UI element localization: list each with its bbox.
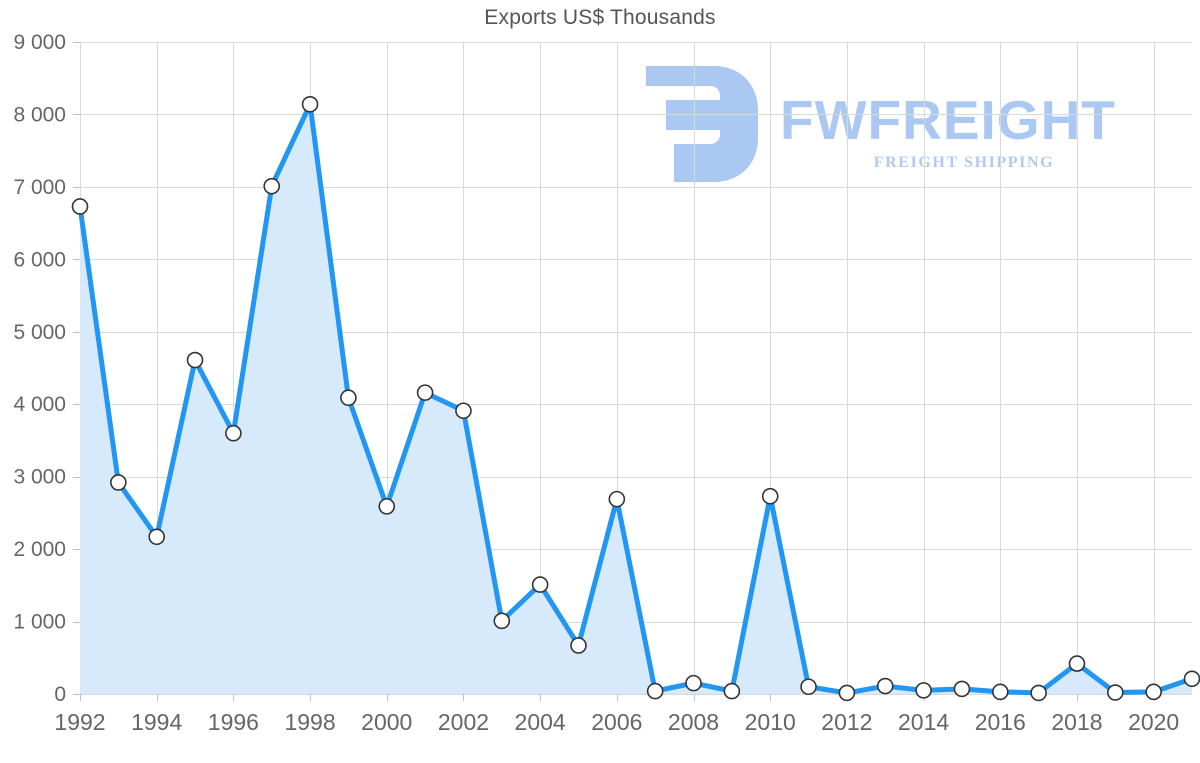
- y-axis-tick-label: 3 000: [13, 466, 66, 489]
- data-point-marker[interactable]: [225, 424, 242, 442]
- x-axis-tick-label: 2020: [1128, 709, 1179, 735]
- data-point-marker[interactable]: [1183, 670, 1200, 688]
- data-point-marker[interactable]: [493, 612, 511, 630]
- x-axis-tick-label: 2004: [515, 709, 566, 735]
- area-fill: [80, 104, 1192, 695]
- x-axis-tick-label: 1992: [54, 709, 105, 735]
- y-axis-tick-label: 8 000: [13, 103, 66, 126]
- x-axis-tick-label: 2010: [745, 709, 796, 735]
- data-point-marker[interactable]: [455, 402, 472, 420]
- data-point-marker[interactable]: [378, 498, 396, 515]
- data-point-marker[interactable]: [1068, 655, 1086, 672]
- data-point-marker[interactable]: [71, 198, 89, 215]
- data-point-marker[interactable]: [685, 674, 702, 692]
- data-point-marker[interactable]: [340, 389, 357, 407]
- y-axis-tick-label: 7 000: [13, 176, 66, 199]
- x-axis-tick-label: 2000: [361, 709, 412, 735]
- data-point-marker[interactable]: [148, 528, 165, 546]
- data-point-marker[interactable]: [110, 474, 127, 491]
- x-axis-tick-label: 2006: [591, 709, 642, 735]
- y-axis-tick-label: 6 000: [13, 248, 66, 271]
- area-fill-path: [80, 104, 1192, 695]
- data-point-marker[interactable]: [531, 576, 549, 593]
- data-point-marker[interactable]: [186, 351, 204, 369]
- data-point-marker[interactable]: [301, 96, 319, 113]
- x-axis-tick-label: 1994: [131, 709, 182, 735]
- data-point-marker[interactable]: [263, 177, 281, 195]
- x-axis-tick-label: 1998: [284, 709, 335, 735]
- data-point-marker[interactable]: [991, 683, 1009, 701]
- chart-title: Exports US$ Thousands: [484, 6, 716, 29]
- data-point-marker[interactable]: [800, 678, 817, 696]
- data-markers: [71, 96, 1200, 702]
- data-point-marker[interactable]: [723, 682, 741, 700]
- x-axis-tick-label: 2016: [975, 709, 1026, 735]
- x-axis-tick-label: 2002: [438, 709, 489, 735]
- data-point-marker[interactable]: [915, 682, 932, 699]
- y-axis-tick-label: 0: [54, 683, 66, 706]
- y-axis-tick-label: 1 000: [13, 611, 66, 634]
- y-axis-tick-label: 4 000: [13, 393, 66, 416]
- x-axis-tick-label: 2008: [668, 709, 719, 735]
- y-axis-tick-label: 5 000: [13, 321, 66, 344]
- data-point-marker[interactable]: [416, 384, 434, 401]
- x-axis-tick-label: 2018: [1051, 709, 1102, 735]
- data-point-marker[interactable]: [1030, 684, 1047, 702]
- data-point-marker[interactable]: [608, 490, 626, 508]
- y-axis-labels: 0 1 000 2 000 3 000 4 000 5 000 6 000 7 000 8 00…: [13, 31, 66, 706]
- data-point-marker[interactable]: [570, 637, 587, 654]
- data-point-marker[interactable]: [646, 682, 664, 700]
- data-point-marker[interactable]: [876, 677, 894, 695]
- x-axis-tick-label: 2012: [821, 709, 872, 735]
- x-axis-labels: 1992 1994 1996 1998 2000 2002 2004 2006 2008 2010…: [54, 709, 1179, 735]
- y-axis-tick-label: 9 000: [13, 31, 66, 54]
- x-axis-tick-label: 2014: [898, 709, 949, 735]
- data-point-marker[interactable]: [1145, 683, 1162, 701]
- data-point-marker[interactable]: [761, 487, 779, 505]
- y-axis-tick-label: 2 000: [13, 538, 66, 561]
- data-point-marker[interactable]: [1107, 684, 1124, 701]
- x-axis-tick-label: 1996: [208, 709, 259, 735]
- data-point-marker[interactable]: [838, 684, 856, 702]
- data-point-marker[interactable]: [953, 680, 971, 698]
